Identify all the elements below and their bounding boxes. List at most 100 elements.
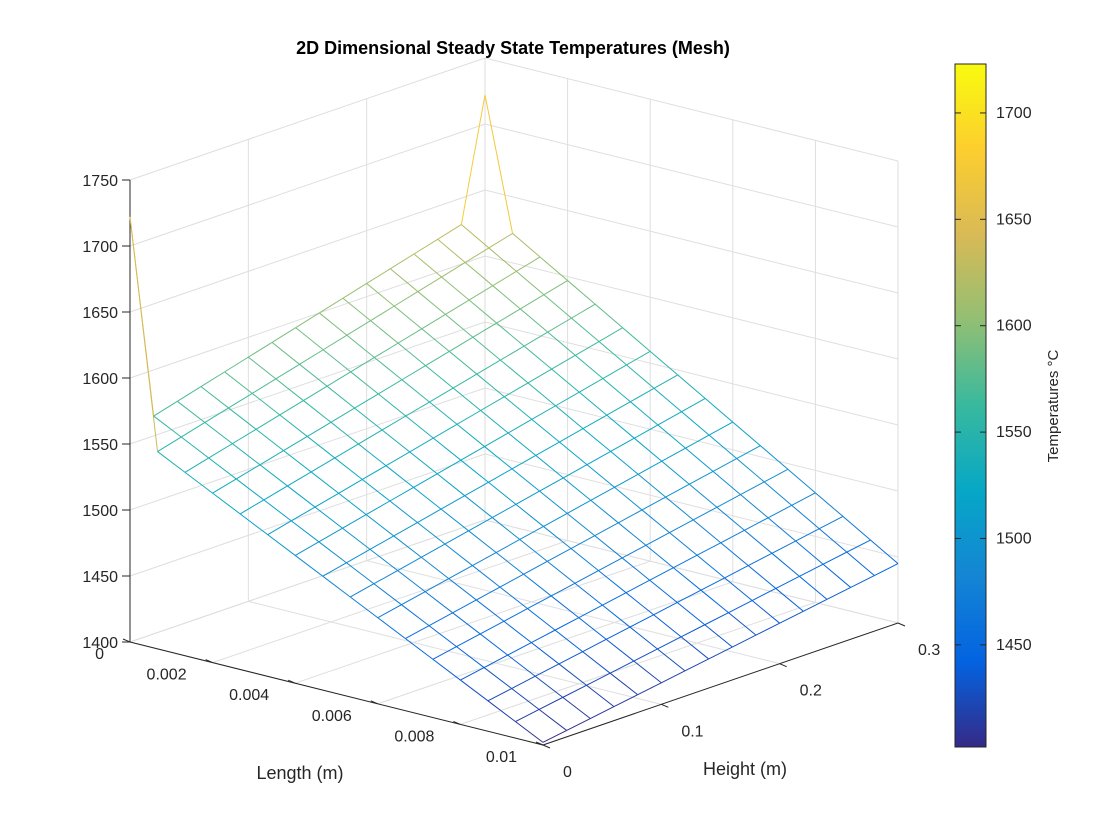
mesh-edge bbox=[594, 303, 623, 329]
mesh-edge bbox=[358, 429, 383, 445]
mesh-edge bbox=[436, 473, 466, 497]
mesh-edge bbox=[421, 543, 446, 558]
gridline-z bbox=[129, 123, 486, 247]
mesh-edge bbox=[369, 548, 398, 571]
mesh-edge bbox=[236, 464, 261, 480]
mesh-edge bbox=[452, 599, 477, 614]
mesh-edge bbox=[377, 604, 402, 619]
mesh-edge bbox=[543, 294, 572, 319]
mesh-edge bbox=[630, 401, 659, 426]
mesh-edge bbox=[606, 626, 631, 640]
y-axis-line bbox=[542, 622, 899, 746]
mesh-edge bbox=[610, 437, 635, 452]
mesh-edge bbox=[543, 526, 572, 549]
gridline-z bbox=[484, 189, 899, 294]
mesh-edge bbox=[433, 423, 458, 439]
mesh-edge bbox=[476, 373, 505, 398]
mesh-edge bbox=[460, 446, 485, 461]
mesh-edge bbox=[744, 517, 769, 531]
mesh-edge bbox=[657, 648, 686, 672]
mesh-edge bbox=[637, 460, 663, 475]
z-tick-label: 1450 bbox=[82, 569, 118, 586]
mesh-edge bbox=[570, 548, 599, 571]
mesh-edge bbox=[291, 506, 316, 522]
mesh-edge bbox=[283, 436, 308, 452]
mesh-edge bbox=[319, 312, 348, 336]
mesh-edge bbox=[641, 496, 666, 511]
colorbar-ticks: 1450 1500 1550 1600 1650 1700 bbox=[955, 105, 1032, 654]
mesh-edge bbox=[232, 428, 257, 445]
mesh-edge bbox=[795, 540, 824, 565]
mesh-edge bbox=[267, 520, 292, 536]
mesh-edge bbox=[303, 385, 328, 401]
mesh-edge bbox=[574, 582, 603, 606]
colorbar-tick-label: 1700 bbox=[996, 105, 1032, 122]
mesh-edge bbox=[349, 596, 379, 619]
mesh-edge bbox=[436, 459, 462, 475]
mesh-edge bbox=[488, 232, 513, 249]
mesh-edge bbox=[374, 342, 399, 358]
mesh-edge bbox=[500, 359, 529, 384]
mesh-edge bbox=[609, 672, 638, 696]
gridline-z bbox=[129, 57, 486, 181]
mesh-edge bbox=[460, 459, 489, 483]
mesh-edge bbox=[516, 270, 545, 296]
mesh-edge bbox=[708, 646, 733, 660]
mesh-edge bbox=[692, 519, 722, 544]
mesh-edge bbox=[515, 503, 544, 527]
mesh-edge bbox=[279, 400, 304, 416]
y-tick bbox=[542, 744, 551, 749]
mesh-edge bbox=[180, 436, 210, 459]
mesh-edge bbox=[539, 477, 564, 492]
mesh-edge bbox=[775, 575, 800, 589]
mesh-edge bbox=[448, 351, 478, 375]
mesh-edge bbox=[681, 411, 710, 436]
mesh-edge bbox=[461, 224, 490, 249]
mesh-edge bbox=[621, 544, 647, 559]
mesh-edge bbox=[712, 458, 737, 472]
mesh-edge bbox=[460, 667, 485, 681]
mesh-edge bbox=[310, 471, 339, 494]
gridline-z bbox=[129, 255, 486, 379]
mesh-edge bbox=[554, 617, 579, 631]
mesh-edge bbox=[661, 460, 690, 485]
mesh-edge bbox=[358, 443, 387, 467]
mesh-edge bbox=[507, 432, 537, 456]
mesh-edge bbox=[562, 696, 591, 719]
mesh-edge bbox=[294, 555, 324, 577]
mesh-edge bbox=[433, 437, 462, 461]
mesh-edge bbox=[417, 276, 442, 292]
mesh-edge bbox=[157, 436, 182, 452]
mesh-edge bbox=[464, 481, 489, 497]
mesh-edge bbox=[432, 658, 461, 681]
mesh-edge bbox=[523, 560, 548, 575]
mesh-edge bbox=[842, 516, 871, 541]
mesh-edge bbox=[432, 646, 457, 660]
mesh-edge bbox=[543, 280, 568, 296]
mesh-edge bbox=[378, 379, 403, 395]
mesh-edge bbox=[511, 454, 536, 470]
mesh-edge bbox=[200, 371, 225, 388]
mesh-edge bbox=[669, 532, 698, 556]
mesh-edge bbox=[460, 94, 486, 225]
mesh-edge bbox=[558, 663, 587, 686]
x-axis-label: Length (m) bbox=[256, 763, 343, 783]
mesh-edge bbox=[338, 479, 363, 494]
mesh-edge bbox=[424, 591, 453, 614]
mesh-edge bbox=[314, 506, 343, 529]
mesh-edge bbox=[484, 446, 513, 470]
mesh-edge bbox=[456, 423, 485, 447]
mesh-edge bbox=[550, 595, 580, 619]
mesh-edge bbox=[445, 299, 470, 315]
mesh-edge bbox=[819, 515, 844, 530]
mesh-edge bbox=[342, 527, 371, 550]
mesh-edge bbox=[377, 393, 407, 417]
mesh-edge bbox=[397, 328, 422, 344]
mesh-edge bbox=[559, 428, 584, 443]
mesh-edge bbox=[480, 410, 509, 434]
mesh-edge bbox=[354, 393, 379, 409]
mesh-edge bbox=[507, 642, 532, 656]
mesh-edge bbox=[420, 556, 450, 580]
mesh-edge bbox=[621, 557, 651, 581]
